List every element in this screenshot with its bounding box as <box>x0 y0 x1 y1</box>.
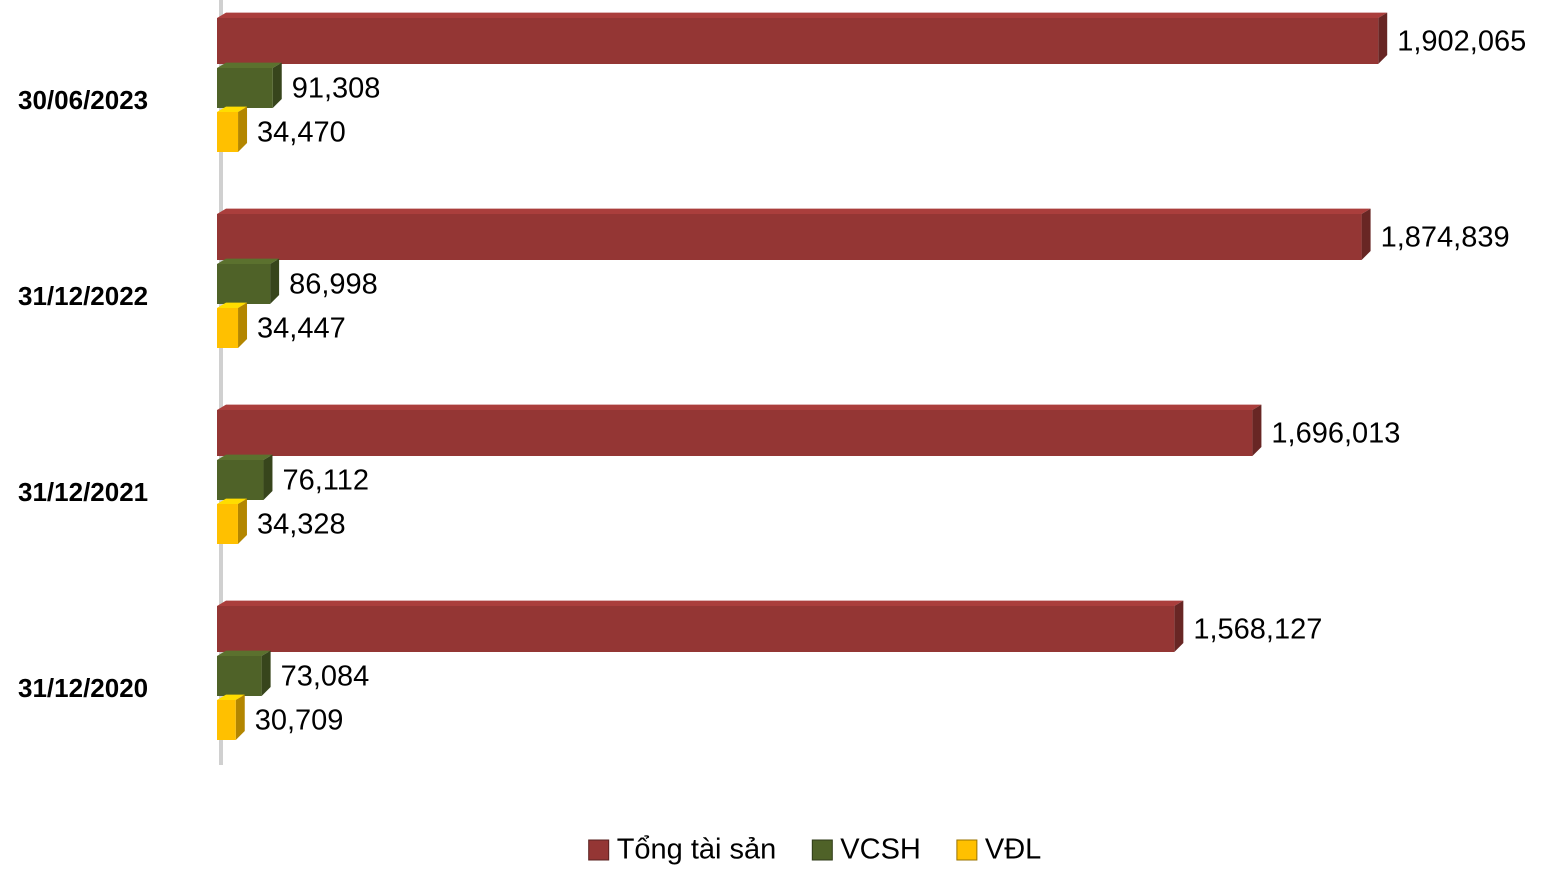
category-label: 31/12/2021 <box>18 477 148 507</box>
value-label: 34,470 <box>257 117 346 149</box>
legend-swatch <box>811 839 833 861</box>
bar-side <box>270 258 280 304</box>
bar <box>217 308 239 348</box>
value-label: 1,696,013 <box>1271 418 1400 450</box>
bar-side <box>1361 208 1371 260</box>
bar-top <box>217 62 282 68</box>
bar-side <box>238 302 248 348</box>
bar <box>217 18 1379 64</box>
category-label: 31/12/2022 <box>18 281 148 311</box>
value-label: 73,084 <box>281 661 370 693</box>
bar <box>217 214 1362 260</box>
value-label: 1,568,127 <box>1193 614 1322 646</box>
value-label: 1,874,839 <box>1381 222 1510 254</box>
bar-top <box>217 302 248 308</box>
legend-swatch <box>588 839 610 861</box>
bar-side <box>237 498 247 544</box>
bar-side <box>272 62 282 108</box>
bar-side <box>235 694 245 740</box>
bar <box>217 606 1175 652</box>
bar-side <box>1174 600 1184 652</box>
legend-label: Tổng tài sản <box>617 834 777 866</box>
bar-top <box>217 208 1371 214</box>
bar-side <box>1378 12 1388 65</box>
bar <box>217 112 239 152</box>
bar <box>217 264 271 304</box>
bar <box>217 700 236 740</box>
bar <box>217 460 264 500</box>
category-label: 30/06/2023 <box>18 85 148 115</box>
value-label: 86,998 <box>289 269 378 301</box>
bar-side <box>263 454 273 500</box>
legend: Tổng tài sản VCSH VĐL <box>588 834 1041 866</box>
value-label: 91,308 <box>292 73 381 105</box>
bar-top <box>217 600 1184 606</box>
value-label: 34,328 <box>257 509 346 541</box>
value-label: 34,447 <box>257 313 346 345</box>
legend-label: VCSH <box>840 834 921 866</box>
bar-top <box>217 650 271 656</box>
bar-top <box>217 694 245 700</box>
bar <box>217 410 1253 456</box>
bar-top <box>217 454 273 460</box>
bar <box>217 68 273 108</box>
bar <box>217 656 262 696</box>
category-label: 31/12/2020 <box>18 673 148 703</box>
value-label: 1,902,065 <box>1397 26 1526 58</box>
bar-side <box>261 650 271 696</box>
bar-top <box>217 258 280 264</box>
value-label: 30,709 <box>255 705 344 737</box>
bar-top <box>217 404 1262 410</box>
bar-top <box>217 106 248 112</box>
bar-top <box>217 12 1388 18</box>
bar-side <box>1252 404 1262 456</box>
bar-side <box>238 106 248 152</box>
legend-swatch <box>956 839 978 861</box>
bar-top <box>217 498 247 504</box>
legend-label: VĐL <box>985 834 1041 866</box>
bar <box>217 504 238 544</box>
value-label: 76,112 <box>282 465 369 497</box>
